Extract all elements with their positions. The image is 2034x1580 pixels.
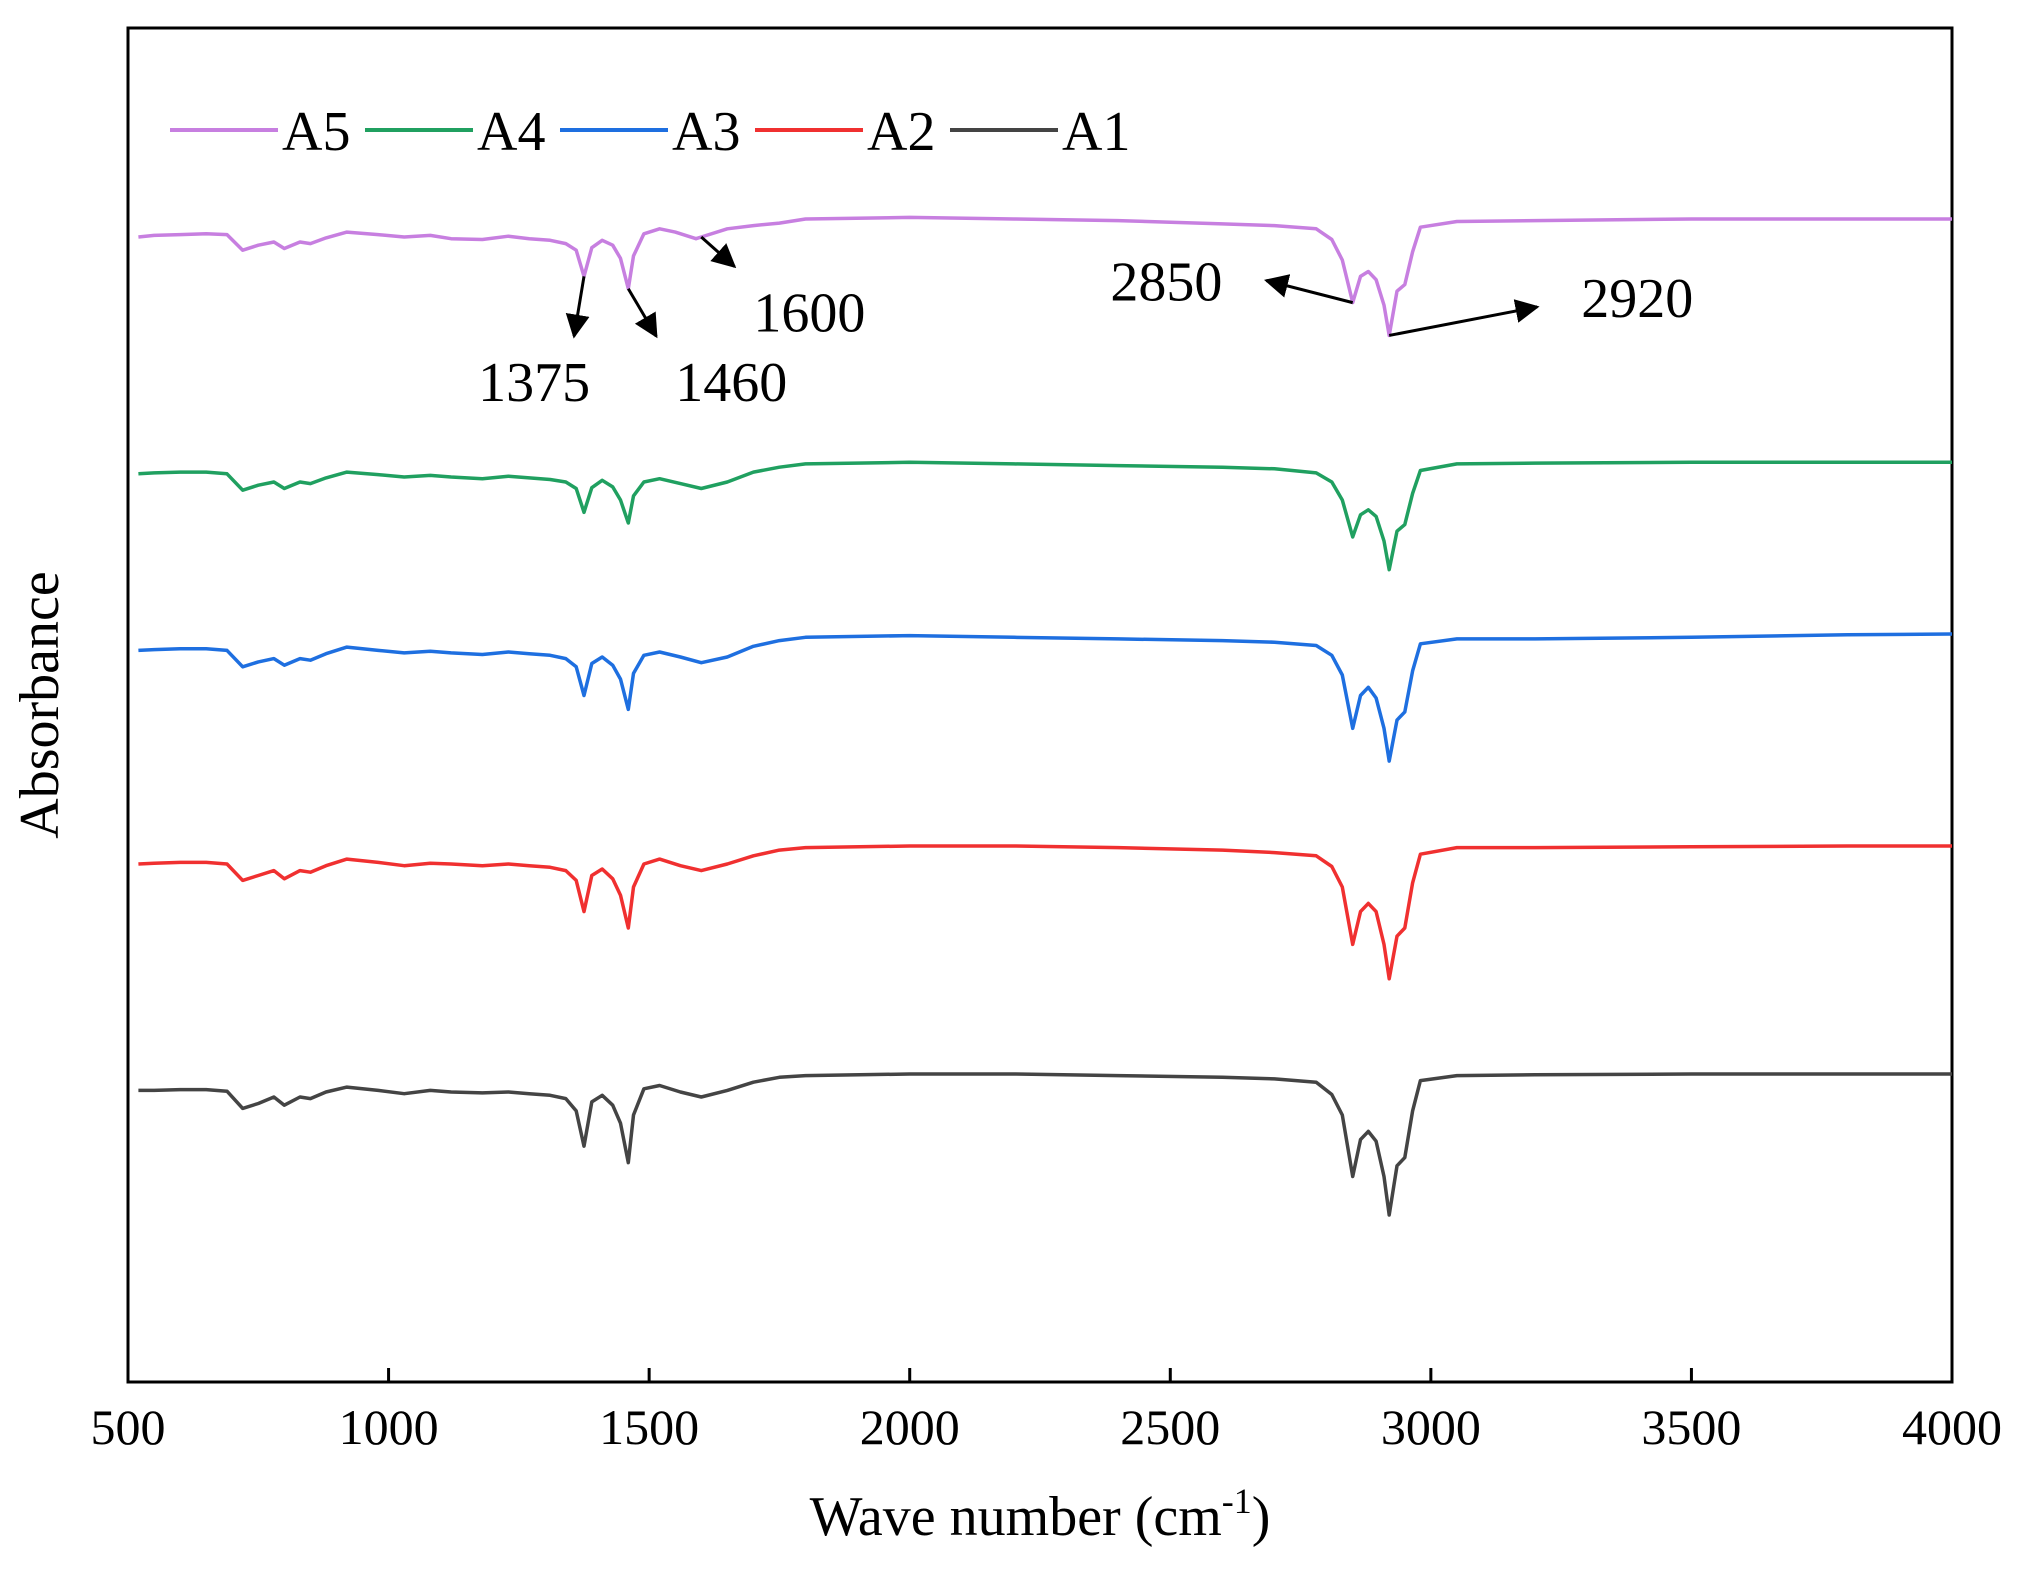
x-axis-label-superscript: -1 bbox=[1222, 1481, 1252, 1521]
y-axis-label: Absorbance bbox=[9, 571, 71, 838]
x-tick-label-3: 2000 bbox=[860, 1399, 960, 1455]
annotation-label-2920: 2920 bbox=[1581, 268, 1693, 330]
annotation-arrow-1460 bbox=[627, 287, 658, 339]
annotation-arrow-2850 bbox=[1264, 274, 1354, 305]
series-line-a1 bbox=[138, 1072, 1952, 1217]
annotation-layer: 1375 1460 1600 2850 2920 bbox=[478, 235, 1693, 414]
legend-label-a5: A5 bbox=[282, 101, 350, 163]
annotation-arrow-1600 bbox=[700, 235, 737, 269]
x-tick-label-6: 3500 bbox=[1641, 1399, 1741, 1455]
x-tick-label-5: 3000 bbox=[1381, 1399, 1481, 1455]
legend-label-a4: A4 bbox=[477, 101, 545, 163]
annotation-label-1375: 1375 bbox=[478, 352, 590, 414]
annotation-arrow-2920 bbox=[1388, 299, 1540, 337]
annotation-arrow-1375 bbox=[565, 276, 590, 339]
legend-label-a3: A3 bbox=[672, 101, 740, 163]
annotation-label-1460: 1460 bbox=[675, 352, 787, 414]
x-axis-label-main: Wave number (cm bbox=[810, 1486, 1222, 1548]
x-tick-label-0: 500 bbox=[91, 1399, 166, 1455]
series-line-a5 bbox=[138, 215, 1952, 338]
legend-label-a2: A2 bbox=[867, 101, 935, 163]
series-layer bbox=[138, 215, 1953, 1217]
plot-frame bbox=[126, 26, 1954, 1384]
x-axis-ticks: 500 1000 1500 2000 2500 3000 3500 4000 bbox=[91, 1368, 2002, 1455]
annotation-label-2850: 2850 bbox=[1110, 252, 1222, 314]
x-tick-label-2: 1500 bbox=[599, 1399, 699, 1455]
x-axis-label-suffix: ) bbox=[1252, 1486, 1271, 1548]
series-line-a3 bbox=[138, 632, 1953, 763]
series-line-a4 bbox=[138, 460, 1952, 572]
legend: A5 A4 A3 A2 A1 bbox=[170, 101, 1130, 163]
x-axis-label: Wave number (cm-1) bbox=[810, 1481, 1271, 1548]
annotation-label-1600: 1600 bbox=[753, 283, 865, 345]
legend-label-a1: A1 bbox=[1062, 101, 1130, 163]
x-tick-label-1: 1000 bbox=[339, 1399, 439, 1455]
series-line-a2 bbox=[138, 844, 1952, 981]
x-tick-label-4: 2500 bbox=[1120, 1399, 1220, 1455]
x-tick-label-7: 4000 bbox=[1902, 1399, 2002, 1455]
